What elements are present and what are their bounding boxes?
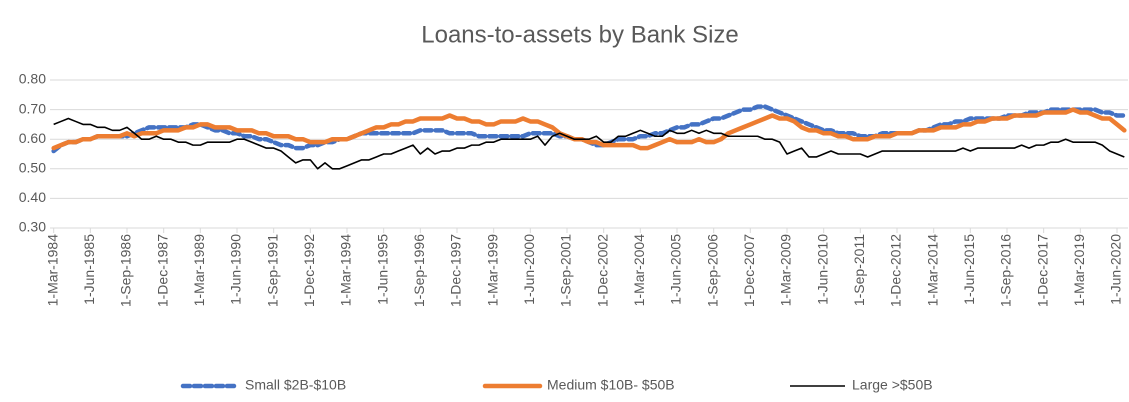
x-tick-label: 1-Jun-2015 xyxy=(961,234,977,305)
x-tick-label: 1-Sep-2016 xyxy=(998,234,1014,307)
x-tick-label: 1-Sep-1996 xyxy=(411,234,427,307)
legend-label: Medium $10B- $50B xyxy=(547,377,675,393)
x-tick-label: 1-Dec-1987 xyxy=(154,234,170,307)
x-tick-label: 1-Jun-1995 xyxy=(374,234,390,305)
x-tick-label: 1-Mar-2014 xyxy=(924,234,940,307)
y-tick-label: 0.30 xyxy=(19,219,46,235)
y-tick-label: 0.50 xyxy=(19,160,46,176)
x-tick-label: 1-Jun-1990 xyxy=(228,234,244,305)
x-tick-label: 1-Sep-2011 xyxy=(851,234,867,306)
x-tick-label: 1-Mar-1999 xyxy=(484,234,500,307)
x-tick-label: 1-Dec-2012 xyxy=(888,234,904,307)
x-tick-label: 1-Mar-2009 xyxy=(778,234,794,307)
y-tick-label: 0.80 xyxy=(19,71,46,87)
x-tick-label: 1-Jun-1985 xyxy=(81,234,97,305)
x-tick-label: 1-Mar-2004 xyxy=(631,234,647,307)
legend-label: Large >$50B xyxy=(852,377,933,393)
x-tick-label: 1-Sep-1991 xyxy=(264,234,280,307)
x-tick-label: 1-Sep-2006 xyxy=(704,234,720,307)
y-tick-label: 0.60 xyxy=(19,130,46,146)
x-tick-label: 1-Mar-1994 xyxy=(338,234,354,307)
y-tick-label: 0.40 xyxy=(19,189,46,205)
x-tick-label: 1-Jun-2020 xyxy=(1108,234,1124,305)
x-tick-label: 1-Dec-1992 xyxy=(301,234,317,307)
x-tick-label: 1-Jun-2005 xyxy=(668,234,684,305)
series-line xyxy=(53,117,1125,170)
x-tick-label: 1-Dec-1997 xyxy=(448,234,464,307)
x-tick-label: 1-Dec-2002 xyxy=(594,234,610,307)
x-tick-label: 1-Mar-2019 xyxy=(1071,234,1087,307)
x-tick-label: 1-Mar-1989 xyxy=(191,234,207,307)
x-tick-label: 1-Dec-2007 xyxy=(741,234,757,307)
x-tick-label: 1-Jun-2000 xyxy=(521,234,537,305)
x-tick-label: 1-Dec-2017 xyxy=(1034,234,1050,307)
x-tick-label: 1-Sep-1986 xyxy=(118,234,134,307)
legend-label: Small $2B-$10B xyxy=(245,377,346,393)
x-tick-label: 1-Jun-2010 xyxy=(814,234,830,305)
y-tick-label: 0.70 xyxy=(19,100,46,116)
x-tick-label: 1-Sep-2001 xyxy=(558,234,574,307)
x-tick-label: 1-Mar-1984 xyxy=(44,234,60,307)
chart-title: Loans-to-assets by Bank Size xyxy=(421,21,739,48)
series-line xyxy=(51,107,1127,151)
